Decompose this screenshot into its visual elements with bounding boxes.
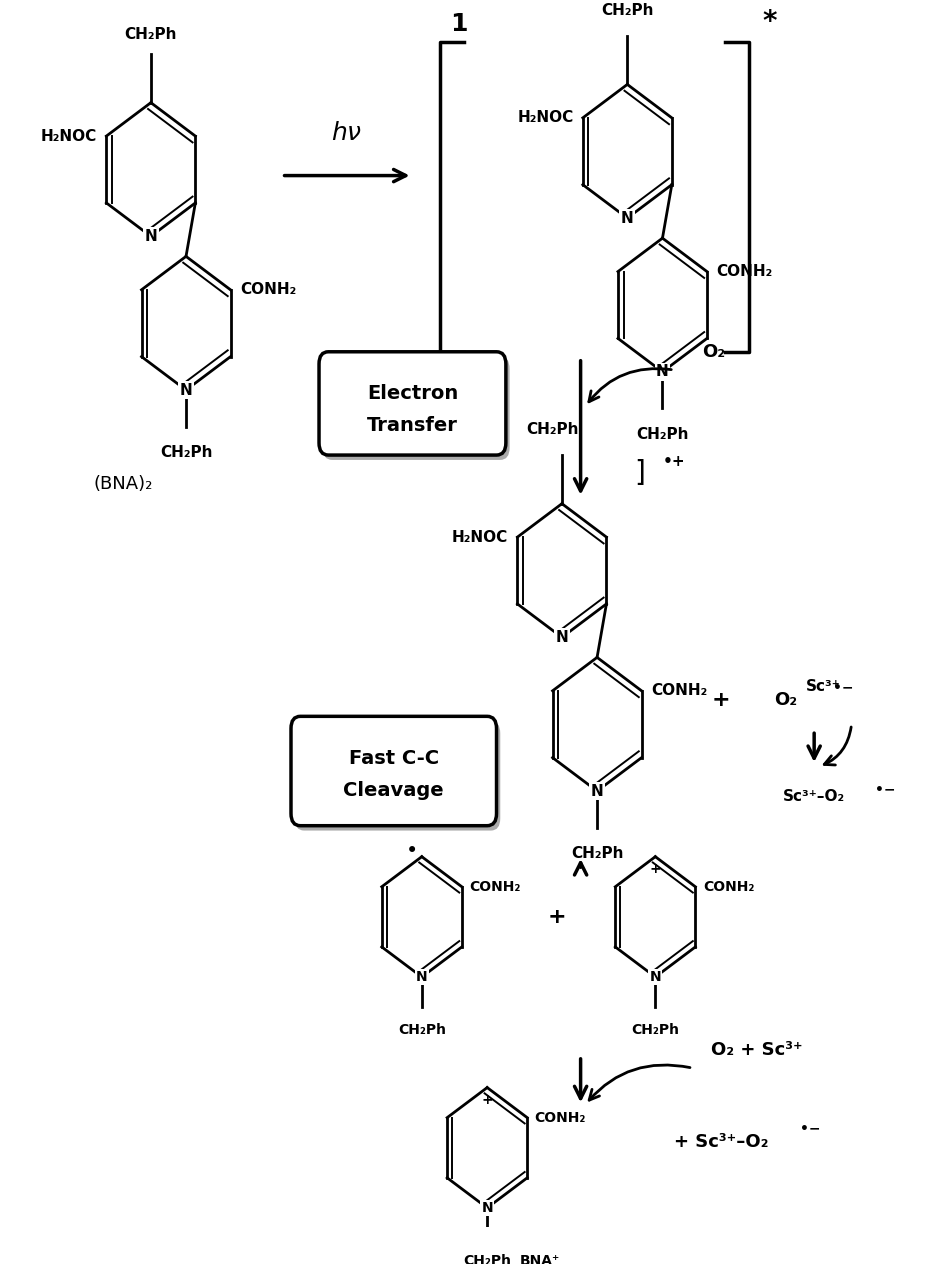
Text: CH₂Ph: CH₂Ph bbox=[600, 3, 653, 18]
Text: 1: 1 bbox=[449, 11, 467, 35]
Text: +: + bbox=[481, 1092, 492, 1107]
Text: Sc³⁺: Sc³⁺ bbox=[805, 679, 840, 694]
Text: Transfer: Transfer bbox=[367, 416, 458, 435]
Text: CH₂Ph: CH₂Ph bbox=[462, 1254, 511, 1264]
Text: N: N bbox=[144, 229, 157, 244]
Text: •+: •+ bbox=[662, 454, 684, 469]
Text: (BNA)₂: (BNA)₂ bbox=[93, 475, 153, 493]
Text: CH₂Ph: CH₂Ph bbox=[526, 422, 578, 437]
Text: + Sc³⁺–O₂: + Sc³⁺–O₂ bbox=[673, 1133, 768, 1150]
Text: Electron: Electron bbox=[366, 384, 458, 403]
Text: N: N bbox=[180, 383, 192, 398]
Text: H₂NOC: H₂NOC bbox=[41, 129, 97, 144]
Text: •−: •− bbox=[832, 681, 853, 695]
Text: CONH₂: CONH₂ bbox=[534, 1111, 585, 1125]
Text: •−: •− bbox=[874, 784, 895, 798]
Text: Sc³⁺–O₂: Sc³⁺–O₂ bbox=[782, 789, 844, 804]
Text: O₂: O₂ bbox=[701, 343, 724, 360]
Text: $h\nu$: $h\nu$ bbox=[331, 121, 362, 145]
Text: BNA⁺: BNA⁺ bbox=[519, 1254, 560, 1264]
Text: O₂ + Sc³⁺: O₂ + Sc³⁺ bbox=[710, 1040, 802, 1059]
Text: N: N bbox=[555, 629, 568, 645]
Text: H₂NOC: H₂NOC bbox=[517, 110, 573, 125]
Text: CH₂Ph: CH₂Ph bbox=[160, 445, 212, 460]
Text: CH₂Ph: CH₂Ph bbox=[124, 27, 177, 42]
Text: N: N bbox=[655, 364, 668, 379]
Text: •−: •− bbox=[799, 1122, 820, 1136]
Text: CONH₂: CONH₂ bbox=[702, 880, 753, 894]
Text: H₂NOC: H₂NOC bbox=[451, 530, 507, 545]
Text: Fast C-C: Fast C-C bbox=[348, 750, 438, 769]
Text: O₂: O₂ bbox=[774, 691, 797, 709]
Text: *: * bbox=[762, 8, 777, 35]
Text: +: + bbox=[710, 690, 729, 710]
Text: N: N bbox=[649, 969, 661, 983]
Text: N: N bbox=[621, 211, 633, 225]
Text: CONH₂: CONH₂ bbox=[469, 880, 520, 894]
Text: CONH₂: CONH₂ bbox=[715, 264, 772, 279]
Text: CH₂Ph: CH₂Ph bbox=[570, 846, 622, 861]
Text: N: N bbox=[590, 784, 603, 799]
Text: CH₂Ph: CH₂Ph bbox=[398, 1023, 446, 1038]
FancyBboxPatch shape bbox=[291, 717, 496, 825]
Text: •: • bbox=[406, 841, 418, 861]
Text: ]: ] bbox=[634, 459, 645, 488]
Text: +: + bbox=[548, 906, 566, 927]
Text: +: + bbox=[649, 862, 661, 876]
Text: Cleavage: Cleavage bbox=[344, 781, 444, 800]
FancyBboxPatch shape bbox=[318, 351, 505, 455]
Text: CONH₂: CONH₂ bbox=[240, 282, 296, 297]
Text: CONH₂: CONH₂ bbox=[651, 684, 707, 698]
FancyBboxPatch shape bbox=[295, 722, 500, 830]
Text: N: N bbox=[416, 969, 427, 983]
Text: CH₂Ph: CH₂Ph bbox=[636, 426, 688, 441]
Text: CH₂Ph: CH₂Ph bbox=[631, 1023, 679, 1038]
FancyBboxPatch shape bbox=[322, 356, 509, 460]
Text: N: N bbox=[481, 1201, 492, 1215]
